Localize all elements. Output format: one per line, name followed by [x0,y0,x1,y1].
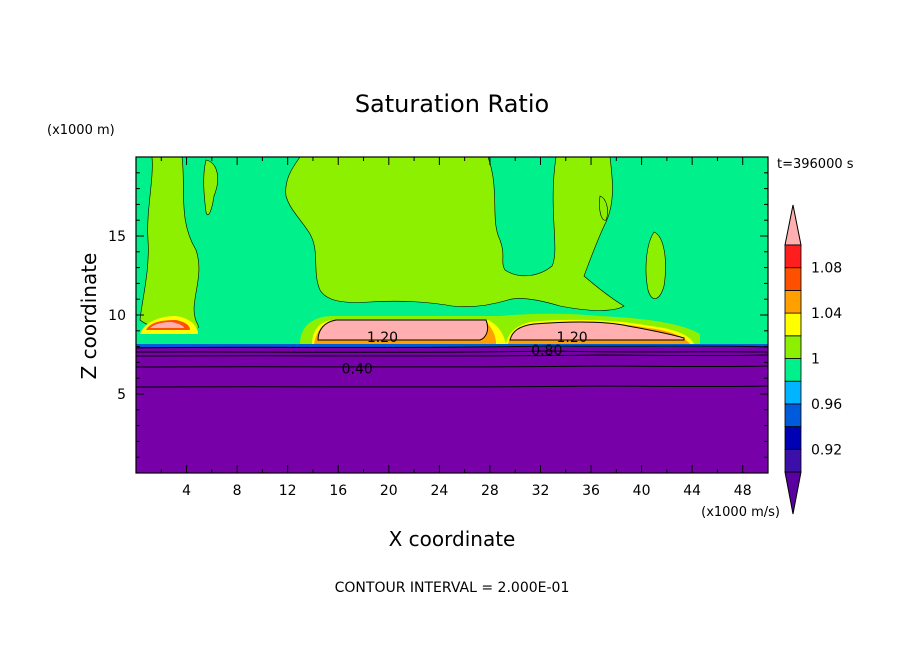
colorbar-segment [784,403,802,427]
y-tick-label: 10 [108,308,126,324]
plume-region [203,159,218,216]
cloud-region [150,322,184,328]
x-axis-title: X coordinate [389,527,516,551]
plot-area: 1.20 1.200.800.40 4 8 12 16 20 24 28 32 36 40 44 48 … [108,156,769,499]
contour-label: 0.40 [342,362,373,378]
time-label: t=396000 s [777,157,854,172]
cloud-region [509,321,685,341]
contour-interval-footer: CONTOUR INTERVAL = 2.000E-01 [335,580,570,596]
x-tick-label: 40 [633,483,651,499]
lower-field [136,347,768,473]
colorbar-segment [784,380,802,405]
x-tick-label: 12 [279,483,297,499]
contour-label: 0.80 [531,343,562,359]
contour-label: 1.20 [556,330,587,346]
colorbar-segment [784,267,802,291]
y-unit-label: (x1000 m) [47,123,115,138]
y-tick-label: 15 [108,229,126,245]
y-tick-label: 5 [117,387,126,403]
chart-title: Saturation Ratio [355,90,549,118]
x-tick-label: 20 [380,483,398,499]
colorbar-segment [784,471,802,515]
x-tick-label: 36 [582,483,600,499]
colorbar-tick-label: 0.96 [811,397,842,413]
x-tick-label: 24 [430,483,448,499]
plume-region [285,157,625,311]
colorbar-segment [784,204,802,246]
cloud-region [317,319,489,341]
colorbar-segment [784,289,802,314]
colorbar-segment [784,448,802,473]
colorbar-tick-label: 1.08 [811,261,842,277]
colorbar-tick-label: 1 [811,352,820,368]
contour-line [136,354,768,357]
colorbar: 0.92 0.96 1 1.04 1.08 [784,204,842,515]
transition-band [136,344,768,347]
colorbar-segment [784,358,802,382]
x-tick-label: 44 [683,483,701,499]
colorbar-segment [784,335,802,359]
colorbar-segment [784,244,802,269]
colorbar-tick-label: 0.92 [811,442,842,458]
x-tick-label: 4 [182,483,191,499]
y-axis-title: Z coordinate [77,253,101,380]
contour-line [136,350,768,353]
contour-line [136,365,768,368]
contour-line [136,385,768,388]
colorbar-segment [784,426,802,450]
colorbar-tick-label: 1.04 [811,306,842,322]
x-unit-label: (x1000 m/s) [701,505,780,520]
x-tick-label: 48 [734,483,752,499]
x-tick-label: 16 [329,483,347,499]
x-tick-label: 8 [233,483,242,499]
x-tick-label: 32 [532,483,550,499]
plume-region [645,231,666,299]
contour-label: 1.20 [367,330,398,346]
x-tick-label: 28 [481,483,499,499]
contour-line [136,345,768,349]
plume-region [599,195,608,221]
colorbar-segment [784,312,802,337]
